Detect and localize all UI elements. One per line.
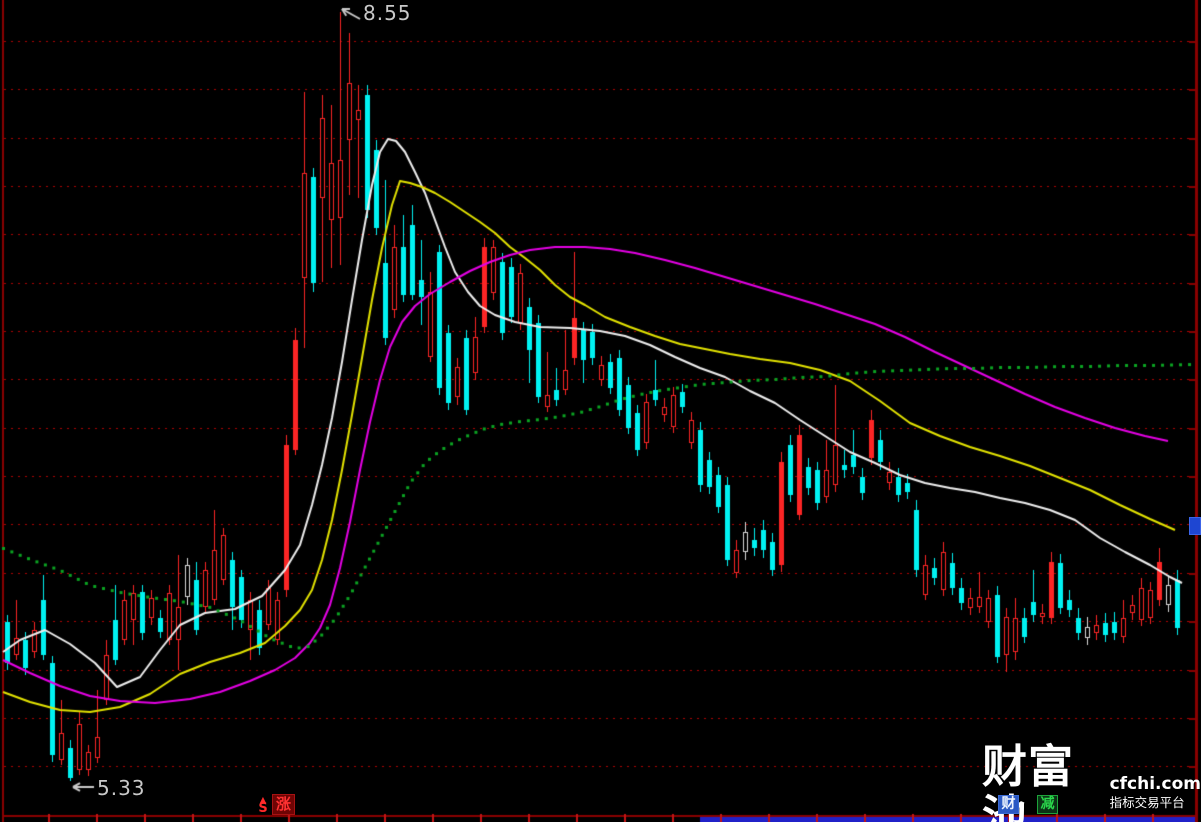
watermark-tagline: 指标交易平台 <box>1109 794 1185 810</box>
jian-signal-badge: 减 <box>1037 795 1058 814</box>
watermark-domain: cfchi.com <box>1109 773 1201 794</box>
low-price-annotation: 5.33 <box>97 776 146 800</box>
up-arrow-icon: ▲ <box>259 795 267 804</box>
zhang-signal-badge: 涨 <box>272 794 295 815</box>
buy-signal-marker: ▲ S <box>255 795 271 816</box>
right-axis-marker <box>1189 517 1201 535</box>
signal-letter: S <box>258 801 268 816</box>
high-price-annotation: 8.55 <box>363 1 412 25</box>
cai-signal-badge: 财 <box>998 795 1019 814</box>
